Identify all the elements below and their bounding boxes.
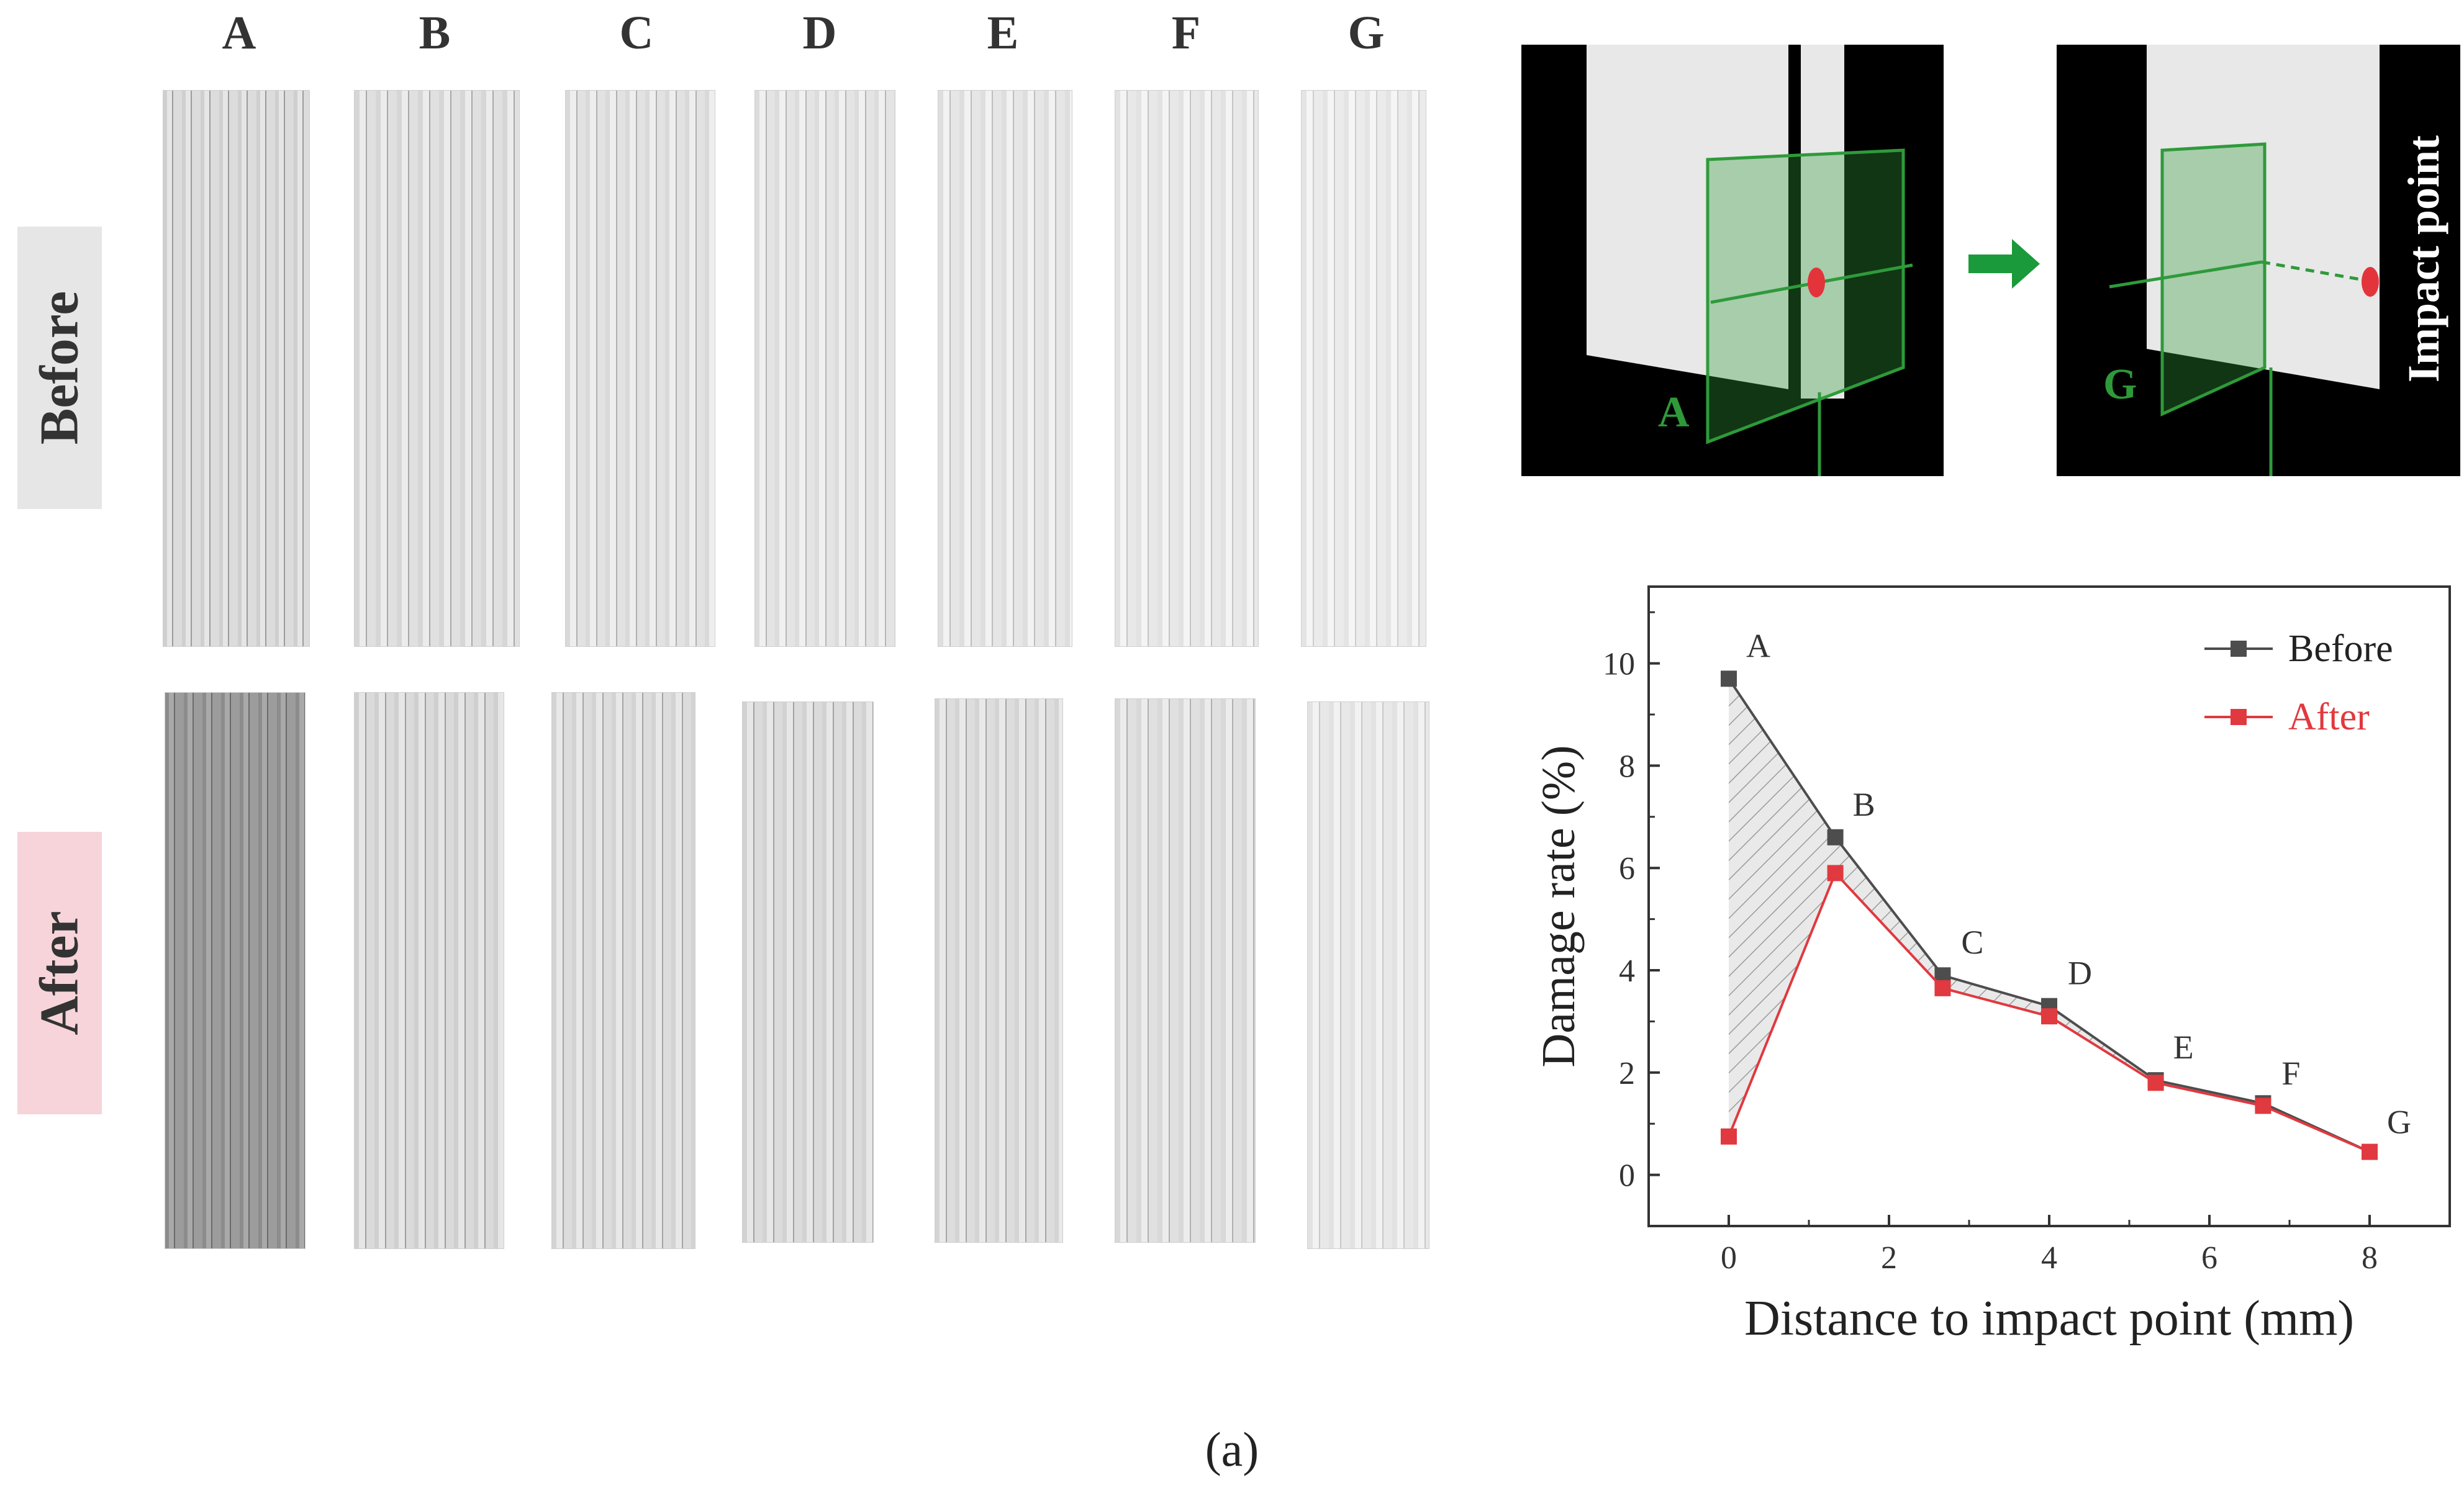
- x-axis-label: Distance to impact point (mm): [1744, 1291, 2354, 1346]
- point-label: A: [1746, 627, 1770, 664]
- legend-marker-before: [2231, 641, 2247, 657]
- column-label-e: E: [987, 7, 1019, 59]
- data-point-after: [2041, 1008, 2057, 1025]
- shaded-difference-area: [1729, 679, 2370, 1152]
- ct-image-before-e: [938, 90, 1072, 647]
- ct-image-before-g: [1301, 90, 1426, 647]
- ct-image-before-a: [163, 90, 310, 647]
- x-tick-label: 8: [2362, 1240, 2378, 1276]
- point-label: G: [2387, 1104, 2411, 1141]
- x-tick-label: 2: [1881, 1240, 1897, 1276]
- y-tick-label: 8: [1619, 749, 1635, 784]
- data-point-after: [1827, 865, 1844, 882]
- ct-image-after-e: [935, 698, 1063, 1243]
- ct-image-after-g: [1307, 701, 1429, 1249]
- series-line-before: [1728, 678, 2370, 1153]
- point-label: B: [1853, 786, 1875, 823]
- data-point-after: [2255, 1098, 2272, 1114]
- point-label: C: [1961, 924, 1983, 961]
- column-label-a: A: [222, 7, 256, 59]
- schematic-panel-a: A: [1521, 45, 1944, 476]
- point-label: E: [2173, 1029, 2194, 1066]
- y-tick-label: 6: [1619, 851, 1635, 886]
- ct-image-before-d: [754, 90, 895, 647]
- schematic-panel-g: G Impact point: [2057, 45, 2460, 476]
- ct-image-before-f: [1115, 90, 1259, 647]
- legend-marker-after: [2231, 709, 2247, 725]
- schematic-a-drawing: A: [1587, 45, 1913, 476]
- point-label: D: [2068, 955, 2092, 992]
- data-point-before: [1721, 670, 1737, 687]
- x-tick-label: 4: [2041, 1240, 2057, 1276]
- impact-axis: [2109, 260, 2262, 289]
- cut-plane: [2160, 142, 2267, 417]
- ct-image-before-b: [354, 90, 520, 647]
- x-tick-label: 6: [2201, 1240, 2217, 1276]
- specimen-block: [1587, 45, 1844, 399]
- column-label-g: G: [1348, 7, 1385, 59]
- legend-label-after: After: [2288, 696, 2370, 738]
- ct-image-after-b: [354, 692, 504, 1249]
- before-row-tag: Before: [17, 227, 102, 509]
- ct-image-after-d: [742, 701, 874, 1243]
- ct-image-before-c: [565, 90, 715, 647]
- column-label-b: B: [419, 7, 451, 59]
- y-axis-label: Damage rate (%): [1533, 745, 1585, 1067]
- impact-point-label: Impact point: [2399, 135, 2448, 382]
- point-label: F: [2281, 1055, 2300, 1092]
- data-point-before: [1827, 829, 1844, 845]
- x-tick-label: 0: [1721, 1240, 1737, 1276]
- schematic-g-drawing: G Impact point: [2103, 45, 2448, 476]
- impact-point-marker: [1808, 268, 1825, 297]
- column-label-c: C: [619, 7, 654, 59]
- schematic-marker-g: G: [2103, 361, 2137, 408]
- y-tick-label: 10: [1603, 647, 1635, 682]
- ct-image-after-f: [1115, 698, 1256, 1243]
- ct-image-after-c: [551, 692, 695, 1249]
- schematic-marker-a: A: [1658, 389, 1690, 436]
- column-label-d: D: [802, 7, 837, 59]
- ct-image-after-a: [165, 692, 306, 1249]
- data-point-after: [2147, 1075, 2164, 1091]
- y-tick-label: 4: [1619, 954, 1635, 989]
- arrow-icon: [1968, 239, 2040, 289]
- cut-plane: [1706, 148, 1905, 444]
- data-point-after: [1721, 1128, 1737, 1145]
- y-tick-label: 0: [1619, 1158, 1635, 1194]
- impact-point-marker: [2362, 267, 2379, 297]
- subfigure-label: (a): [1205, 1422, 1259, 1476]
- column-label-f: F: [1171, 7, 1201, 59]
- data-point-after: [1934, 980, 1951, 996]
- y-tick-label: 2: [1619, 1056, 1635, 1091]
- after-row-tag: After: [17, 832, 102, 1114]
- data-point-after: [2362, 1143, 2378, 1160]
- legend-label-before: Before: [2288, 628, 2393, 670]
